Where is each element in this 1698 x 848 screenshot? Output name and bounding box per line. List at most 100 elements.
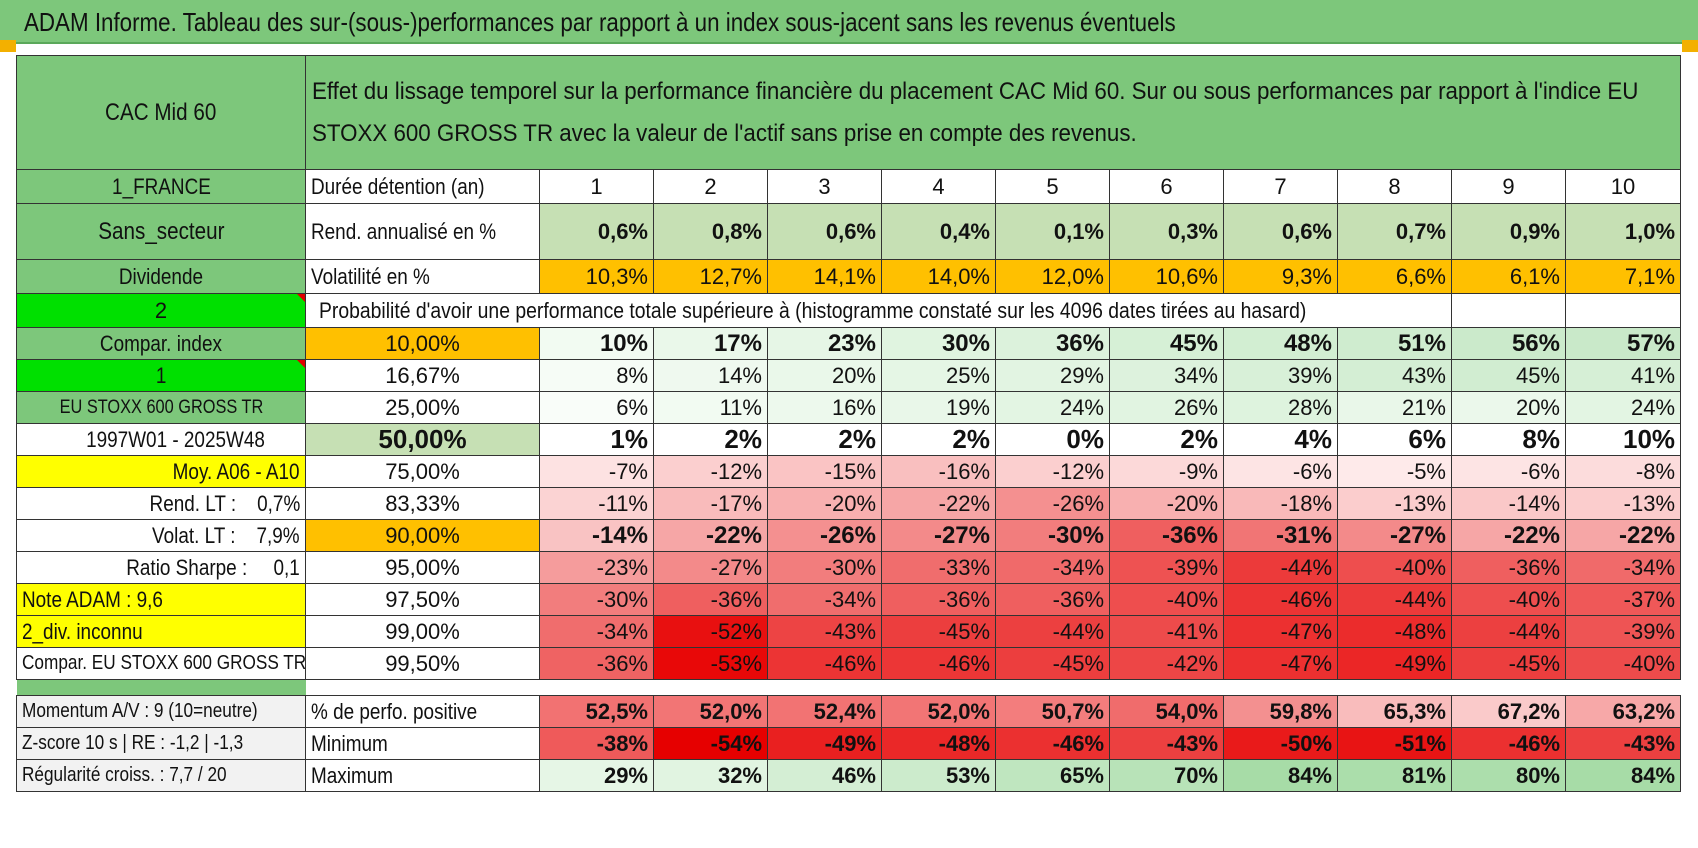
percentile-value: -40% xyxy=(1564,647,1682,680)
percentile-value: -13% xyxy=(1564,487,1682,520)
percentile-value: -7% xyxy=(539,455,654,488)
percentile-value: -34% xyxy=(1564,551,1682,584)
percentile-value: -15% xyxy=(767,455,882,488)
left-label-cell: Moy. A06 - A10 xyxy=(16,455,306,488)
percentile-value: -27% xyxy=(1337,519,1452,552)
fund-name-cell: CAC Mid 60 xyxy=(16,55,306,170)
volatilite-row: Dividende Volatilité en % 10,3% 12,7% 14… xyxy=(16,259,1682,294)
left-label-compar-full: Compar. EU STOXX 600 GROSS TR xyxy=(22,652,306,674)
percentile-value: -22% xyxy=(881,487,996,520)
percentile-value: -40% xyxy=(1451,583,1566,616)
bottom-row-label: Maximum xyxy=(305,759,540,792)
percentile-value: -34% xyxy=(767,583,882,616)
percentile-threshold: 95,00% xyxy=(305,551,540,584)
percentile-threshold: 50,00% xyxy=(305,423,540,456)
input-2: 2 xyxy=(154,297,168,323)
rend-value: 0,3% xyxy=(1109,203,1224,260)
empty-cell xyxy=(1564,293,1682,328)
gap-cell xyxy=(16,679,306,696)
sector-cell: Sans_secteur xyxy=(16,203,306,260)
percentile-value: 4% xyxy=(1223,423,1338,456)
percentile-row: Ratio Sharpe : 0,1 95,00% -23% -27% -30% -33%… xyxy=(16,551,1682,584)
bottom-value: 80% xyxy=(1451,759,1566,792)
percentile-value: -30% xyxy=(767,551,882,584)
percentile-value: -12% xyxy=(995,455,1110,488)
percentile-value: -45% xyxy=(881,615,996,648)
left-label-cell[interactable]: 1 xyxy=(16,359,306,392)
percentile-value: 10% xyxy=(1564,423,1682,456)
dividend-cell: Dividende xyxy=(16,259,306,294)
percentile-threshold: 75,00% xyxy=(305,455,540,488)
percentile-value: -42% xyxy=(1109,647,1224,680)
percentile-value: -22% xyxy=(1451,519,1566,552)
bottom-value: 46% xyxy=(767,759,882,792)
percentile-threshold: 99,50% xyxy=(305,647,540,680)
gap-row xyxy=(16,679,1681,696)
bottom-value: 70% xyxy=(1109,759,1224,792)
percentile-value: 43% xyxy=(1337,359,1452,392)
percentile-value: 30% xyxy=(881,327,996,360)
percentile-row: Rend. LT : 0,7% 83,33% -11% -17% -20% -22% -26… xyxy=(16,487,1682,520)
percentile-value: -36% xyxy=(995,583,1110,616)
left-label-sharpe: Ratio Sharpe : 0,1 xyxy=(126,554,300,580)
left-label-cell: Ratio Sharpe : 0,1 xyxy=(16,551,306,584)
header-row: CAC Mid 60 Effet du lissage temporel sur… xyxy=(16,55,1682,170)
percentile-value: 23% xyxy=(767,327,882,360)
bottom-row-label: Minimum xyxy=(305,727,540,760)
percentile-value: 45% xyxy=(1451,359,1566,392)
percentile-value: -36% xyxy=(881,583,996,616)
percentile-value: 24% xyxy=(1564,391,1682,424)
vol-label: Volatilité en % xyxy=(311,263,430,289)
bottom-value: -49% xyxy=(767,727,882,760)
percentile-value: -44% xyxy=(1451,615,1566,648)
bottom-left-label: Régularité croiss. : 7,7 / 20 xyxy=(22,764,227,786)
percentile-value: -39% xyxy=(1564,615,1682,648)
percentile-row: 1 16,67% 8% 14% 20% 25% 29% 34% 39% 43% 45% 41% xyxy=(16,359,1682,392)
vol-value: 9,3% xyxy=(1223,259,1338,294)
percentile-value: -6% xyxy=(1451,455,1566,488)
percentile-value: -36% xyxy=(1109,519,1224,552)
percentile-value: 1% xyxy=(539,423,654,456)
bottom-value: 52,5% xyxy=(539,695,654,728)
year-cell: 7 xyxy=(1223,169,1338,204)
percentile-value: -53% xyxy=(653,647,768,680)
country-label: 1_FRANCE xyxy=(111,173,211,199)
left-label-cell: Volat. LT : 7,9% xyxy=(16,519,306,552)
bottom-value: -46% xyxy=(1451,727,1566,760)
percentile-value: 2% xyxy=(881,423,996,456)
left-label-cell: 2_div. inconnu xyxy=(16,615,306,648)
year-cell: 9 xyxy=(1451,169,1566,204)
percentile-value: -31% xyxy=(1223,519,1338,552)
percentile-value: -46% xyxy=(881,647,996,680)
percentile-value: -27% xyxy=(653,551,768,584)
vol-value: 6,1% xyxy=(1451,259,1566,294)
left-label-input-1: 1 xyxy=(155,362,167,388)
percentile-value: -8% xyxy=(1564,455,1682,488)
percentile-value: -26% xyxy=(767,519,882,552)
input-2-cell[interactable]: 2 xyxy=(16,293,306,328)
percentile-value: -43% xyxy=(767,615,882,648)
left-label-cell: 1997W01 - 2025W48 xyxy=(16,423,306,456)
left-label-cell: EU STOXX 600 GROSS TR xyxy=(16,391,306,424)
bottom-row-label: % de perfo. positive xyxy=(305,695,540,728)
percentile-value: -16% xyxy=(881,455,996,488)
percentile-value: -49% xyxy=(1337,647,1452,680)
bottom-value: -48% xyxy=(881,727,996,760)
bottom-value: 84% xyxy=(1564,759,1682,792)
vol-value: 12,7% xyxy=(653,259,768,294)
bottom-left-label: Momentum A/V : 9 (10=neutre) xyxy=(22,700,258,722)
rend-value: 0,6% xyxy=(1223,203,1338,260)
duree-row: 1_FRANCE Durée détention (an) 1 2 3 4 5 … xyxy=(16,169,1682,204)
left-label-rend-lt: Rend. LT : 0,7% xyxy=(149,490,300,516)
fund-name: CAC Mid 60 xyxy=(105,98,217,126)
bottom-value: -43% xyxy=(1564,727,1682,760)
bottom-row-label-text: Minimum xyxy=(311,730,388,756)
percentile-value: -30% xyxy=(995,519,1110,552)
rend-value: 0,6% xyxy=(539,203,654,260)
percentile-value: -44% xyxy=(1223,551,1338,584)
rend-value: 0,6% xyxy=(767,203,882,260)
percentile-value: 57% xyxy=(1564,327,1682,360)
duree-label-cell: Durée détention (an) xyxy=(305,169,540,204)
percentile-value: -44% xyxy=(995,615,1110,648)
percentile-value: -30% xyxy=(539,583,654,616)
